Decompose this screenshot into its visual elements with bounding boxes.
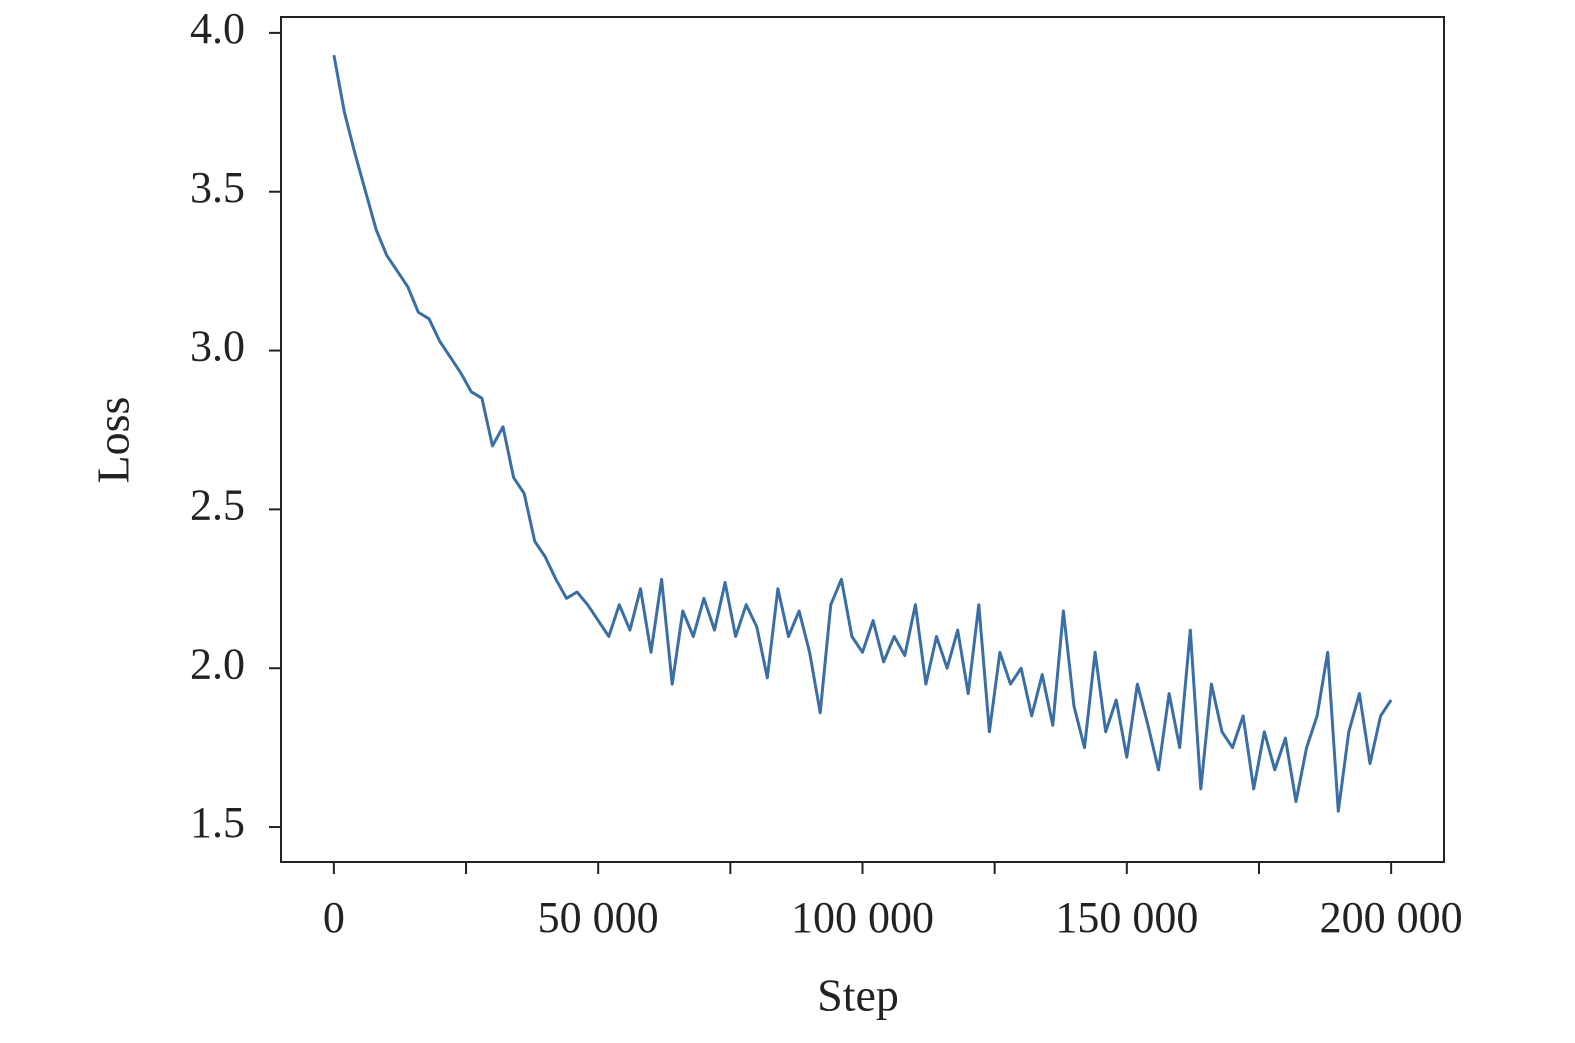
y-axis-label: Loss — [88, 397, 139, 484]
x-tick-label: 0 — [323, 893, 345, 942]
y-tick-label: 2.0 — [190, 639, 245, 688]
y-tick-label: 3.5 — [190, 163, 245, 212]
y-tick-label: 1.5 — [190, 798, 245, 847]
x-tick-label: 200 000 — [1320, 893, 1463, 942]
x-tick-label: 50 000 — [538, 893, 659, 942]
plot-frame — [280, 16, 1445, 863]
y-tick-label: 4.0 — [190, 4, 245, 53]
y-tick-label: 3.0 — [190, 322, 245, 371]
y-tick-label: 2.5 — [190, 480, 245, 529]
x-axis-label: Step — [817, 970, 899, 1021]
loss-line — [332, 54, 1393, 813]
x-tick-label: 150 000 — [1055, 893, 1198, 942]
x-tick-label: 100 000 — [791, 893, 934, 942]
